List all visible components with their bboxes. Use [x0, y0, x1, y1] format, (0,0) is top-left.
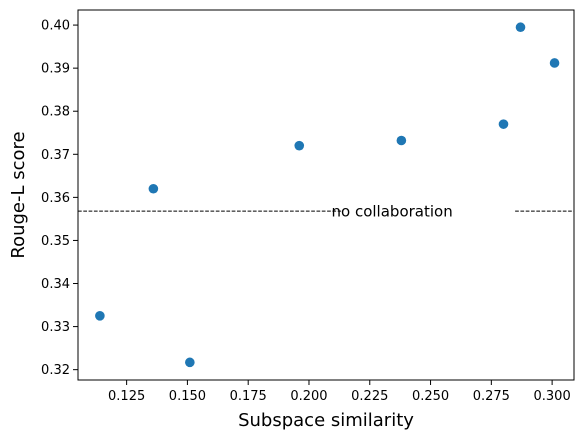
data-point [294, 140, 305, 151]
x-tick-label: 0.200 [290, 389, 327, 404]
x-tick-label: 0.250 [412, 389, 449, 404]
data-point [549, 58, 560, 68]
x-tick-label: 0.125 [108, 389, 145, 404]
y-tick-label: 0.40 [41, 19, 70, 34]
x-tick-label: 0.150 [169, 389, 206, 404]
y-tick-label: 0.34 [41, 277, 70, 292]
y-tick-label: 0.38 [41, 105, 70, 120]
y-tick-label: 0.39 [41, 62, 70, 77]
y-axis-label: Rouge-L score [8, 131, 29, 258]
x-tick-label: 0.175 [230, 389, 267, 404]
data-point [185, 357, 195, 368]
data-point [515, 22, 526, 33]
y-tick-label: 0.36 [41, 191, 70, 206]
data-points-layer [95, 22, 560, 368]
y-tick-label: 0.32 [41, 363, 70, 378]
plot-frame [77, 9, 575, 381]
data-point [148, 183, 159, 194]
y-tick-label: 0.35 [41, 234, 70, 249]
x-axis-label: Subspace similarity [238, 410, 414, 431]
x-tick-label: 0.225 [351, 389, 388, 404]
y-tick-label: 0.33 [41, 320, 70, 335]
reference-line-label: no collaboration [332, 203, 453, 221]
data-point [95, 311, 105, 321]
x-tick-label: 0.275 [473, 389, 510, 404]
y-tick-label: 0.37 [41, 148, 70, 163]
reference-line-layer: no collaboration [78, 203, 574, 221]
data-point [498, 119, 509, 129]
x-tick-label: 0.300 [534, 389, 571, 404]
data-point [396, 135, 407, 146]
ticks-layer: 0.125 0.150 0.175 0.200 0.225 0.250 0.275 0.300… [41, 19, 571, 404]
